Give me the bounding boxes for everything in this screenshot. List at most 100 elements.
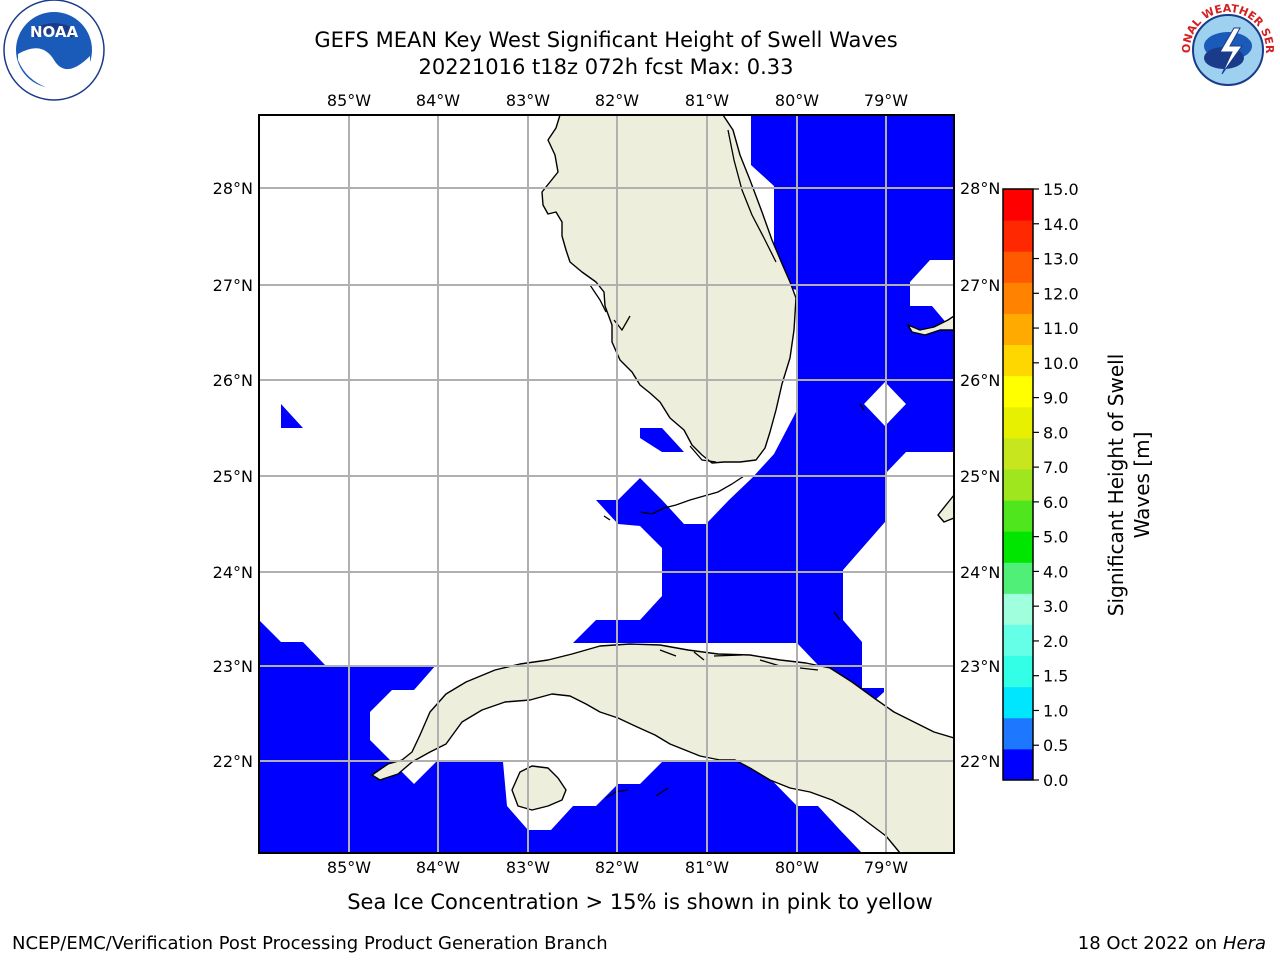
lat-tick-label: 26°N (960, 371, 1000, 390)
sea-ice-note: Sea Ice Concentration > 15% is shown in … (347, 890, 933, 914)
colorbar-segment (1003, 437, 1033, 470)
lon-tick-label: 80°W (775, 91, 819, 110)
colorbar-segment (1003, 531, 1033, 563)
cay-sal-outline (833, 611, 841, 621)
colorbar-tick-label: 8.0 (1043, 423, 1068, 442)
colorbar-tick-label: 2.0 (1043, 632, 1068, 651)
colorbar-segment (1003, 251, 1033, 283)
colorbar-segment (1003, 500, 1033, 532)
bahamas-andros-edge (937, 494, 954, 523)
map-frame (258, 114, 955, 854)
footer-date-text: 18 Oct 2022 on (1077, 933, 1223, 954)
cuba-north-cays (659, 649, 819, 671)
colorbar-segment (1003, 375, 1033, 408)
footer-host: Hera (1222, 933, 1266, 954)
lat-tick-label: 26°N (213, 371, 253, 390)
lat-tick-label: 22°N (960, 752, 1000, 771)
lon-tick-label: 85°W (327, 858, 371, 877)
lat-tick-label: 24°N (960, 563, 1000, 582)
colorbar-segment (1003, 593, 1033, 625)
lat-tick-label: 25°N (960, 467, 1000, 486)
colorbar-tick-label: 1.5 (1043, 667, 1068, 686)
lat-tick-label: 22°N (213, 752, 253, 771)
lon-tick-label: 81°W (685, 858, 729, 877)
colorbar-tick-label: 10.0 (1043, 354, 1079, 373)
colorbar-tick-label: 12.0 (1043, 284, 1079, 303)
lon-tick-label: 82°W (595, 91, 639, 110)
colorbar-segment (1003, 624, 1033, 657)
graticule (259, 115, 954, 853)
lon-tick-label: 84°W (416, 91, 460, 110)
colorbar-tick-label: 1.0 (1043, 701, 1068, 720)
lon-tick-label: 80°W (775, 858, 819, 877)
lon-tick-label: 79°W (864, 91, 908, 110)
florida-bay (689, 445, 717, 463)
longitude-labels-bottom: 85°W 84°W 83°W 82°W 81°W 80°W 79°W (327, 858, 908, 877)
bimini (859, 403, 865, 411)
colorbar-label: Significant Height of Swell Waves [m] (1104, 354, 1154, 616)
colorbar-segment (1003, 655, 1033, 688)
colorbar-tick-label: 13.0 (1043, 250, 1079, 269)
colorbar-segment (1003, 344, 1033, 377)
svg-text:NOAA: NOAA (30, 23, 79, 41)
colorbar-tick-label: 0.0 (1043, 771, 1068, 790)
swell-region-cell-keys (640, 428, 684, 452)
swell-height-field (259, 115, 954, 853)
lat-tick-label: 27°N (213, 276, 253, 295)
swell-region-gulf-south (259, 620, 862, 853)
colorbar-segment (1003, 189, 1033, 221)
lat-tick-label: 24°N (213, 563, 253, 582)
western-keys (603, 515, 611, 521)
colorbar-tick-label: 4.0 (1043, 562, 1068, 581)
bahamas-grand-bahama (907, 315, 954, 336)
lon-tick-label: 82°W (595, 858, 639, 877)
lon-tick-label: 84°W (416, 858, 460, 877)
colorbar-segment (1003, 748, 1033, 781)
lat-tick-label: 28°N (213, 179, 253, 198)
lon-tick-label: 83°W (506, 858, 550, 877)
florida-keys (639, 475, 745, 515)
latitude-labels-left: 28°N 27°N 26°N 25°N 24°N 23°N 22°N (213, 179, 253, 771)
lon-tick-label: 85°W (327, 91, 371, 110)
colorbar-tick-label: 5.0 (1043, 528, 1068, 547)
lon-tick-label: 83°W (506, 91, 550, 110)
lat-tick-label: 25°N (213, 467, 253, 486)
colorbar-tick-label: 9.0 (1043, 389, 1068, 408)
swell-region-atlantic (573, 115, 954, 712)
colorbar-tick-label: 0.5 (1043, 736, 1068, 755)
noaa-logo: NOAA (3, 0, 105, 101)
colorbar-tick-label: 11.0 (1043, 319, 1079, 338)
florida-peninsula (541, 115, 797, 464)
colorbar-label-line2: Waves [m] (1130, 432, 1154, 539)
footer-date: 18 Oct 2022 on Hera (1078, 933, 1266, 954)
colorbar-segment (1003, 282, 1033, 314)
footer-credit: NCEP/EMC/Verification Post Processing Pr… (12, 933, 608, 954)
colorbar (1002, 188, 1034, 781)
colorbar-tick-label: 15.0 (1043, 180, 1079, 199)
longitude-labels-top: 85°W 84°W 83°W 82°W 81°W 80°W 79°W (327, 91, 908, 110)
lon-tick-label: 79°W (864, 858, 908, 877)
east-florida-lagoon (727, 129, 777, 263)
lat-tick-label: 28°N (960, 179, 1000, 198)
coastline-details (589, 129, 865, 799)
latitude-labels-right: 28°N 27°N 26°N 25°N 24°N 23°N 22°N (960, 179, 1000, 771)
colorbar-segment (1003, 686, 1033, 719)
swell-region-cell-west (281, 404, 303, 428)
colorbar-segment (1003, 562, 1033, 594)
lat-tick-label: 27°N (960, 276, 1000, 295)
lat-tick-label: 23°N (960, 657, 1000, 676)
lon-tick-label: 81°W (685, 91, 729, 110)
colorbar-segment (1003, 220, 1033, 252)
nws-logo: NATIONAL WEATHER SERVICE (1176, 0, 1278, 100)
chart-title: GEFS MEAN Key West Significant Height of… (314, 28, 898, 52)
colorbar-segment (1003, 468, 1033, 501)
colorbar-label-line1: Significant Height of Swell (1104, 354, 1128, 616)
colorbar-ticks: 0.0 0.5 1.0 1.5 2.0 3.0 4.0 5.0 6.0 7.0 8.0 9.0 10.0… (1033, 180, 1079, 790)
colorbar-segment (1003, 313, 1033, 346)
chart-subtitle: 20221016 t18z 072h fcst Max: 0.33 (418, 55, 794, 79)
colorbar-frame (1002, 188, 1034, 781)
colorbar-tick-label: 3.0 (1043, 597, 1068, 616)
lat-tick-label: 23°N (213, 657, 253, 676)
colorbar-tick-label: 6.0 (1043, 493, 1068, 512)
